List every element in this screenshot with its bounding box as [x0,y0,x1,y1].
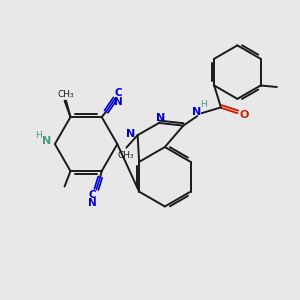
Text: N: N [42,136,51,146]
Text: C: C [115,88,122,98]
Text: N: N [88,198,97,208]
Text: N: N [192,107,201,117]
Text: CH₃: CH₃ [58,90,74,99]
Text: O: O [239,110,249,120]
Text: N: N [156,112,165,123]
Text: H: H [35,131,42,140]
Text: N: N [114,97,123,106]
Text: C: C [89,190,97,200]
Text: N: N [127,129,136,139]
Text: CH₃: CH₃ [117,151,134,160]
Text: H: H [200,100,207,109]
